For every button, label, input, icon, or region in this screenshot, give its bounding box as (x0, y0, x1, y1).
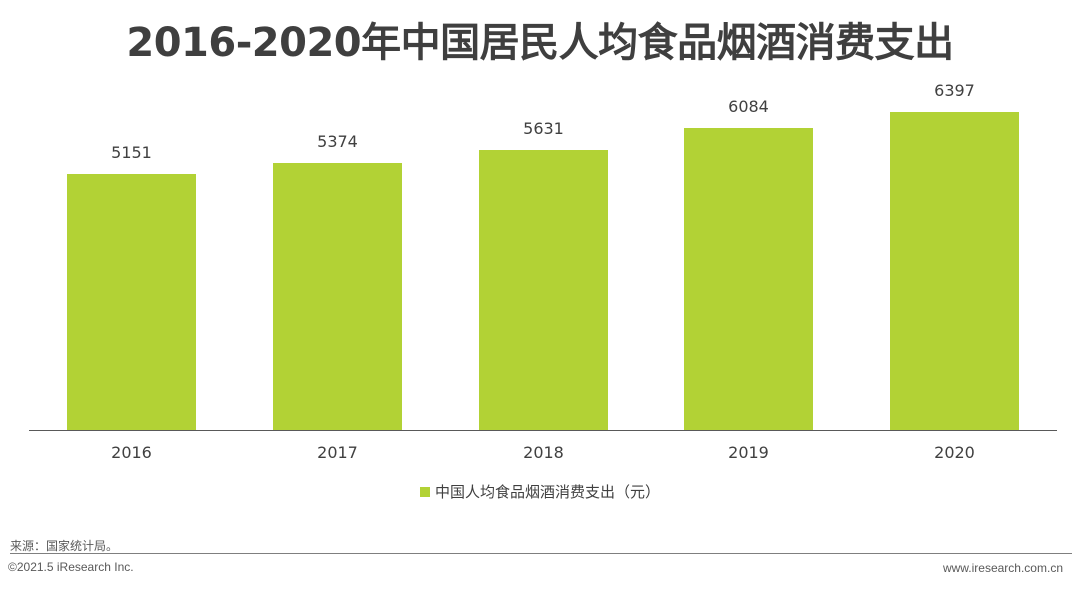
chart-legend: 中国人均食品烟酒消费支出（元） (0, 481, 1080, 502)
source-note: 来源：国家统计局。 (10, 539, 119, 553)
x-tick-2020: 2020 (934, 443, 975, 462)
data-label-2017: 5374 (317, 132, 358, 151)
legend-swatch-icon (419, 487, 430, 497)
x-tick-2018: 2018 (523, 443, 564, 462)
data-label-2018: 5631 (523, 119, 564, 138)
bar-2016 (67, 174, 196, 430)
x-tick-2017: 2017 (317, 443, 358, 462)
x-tick-2019: 2019 (728, 443, 769, 462)
copyright: ©2021.5 iResearch Inc. (8, 560, 134, 574)
bar-2017 (273, 163, 402, 430)
bar-2019 (684, 128, 813, 430)
website-link: www.iresearch.com.cn (942, 561, 1063, 575)
data-label-2019: 6084 (728, 97, 769, 116)
data-label-2020: 6397 (934, 81, 975, 100)
footer-divider (10, 553, 1072, 554)
data-label-2016: 5151 (111, 143, 152, 162)
chart-title: 2016-2020年中国居民人均食品烟酒消费支出 (126, 20, 954, 66)
bar-2018 (479, 150, 608, 430)
legend-label: 中国人均食品烟酒消费支出（元） (434, 483, 660, 501)
x-axis-line (29, 430, 1057, 431)
x-tick-2016: 2016 (111, 443, 152, 462)
bar-2020 (890, 112, 1019, 430)
